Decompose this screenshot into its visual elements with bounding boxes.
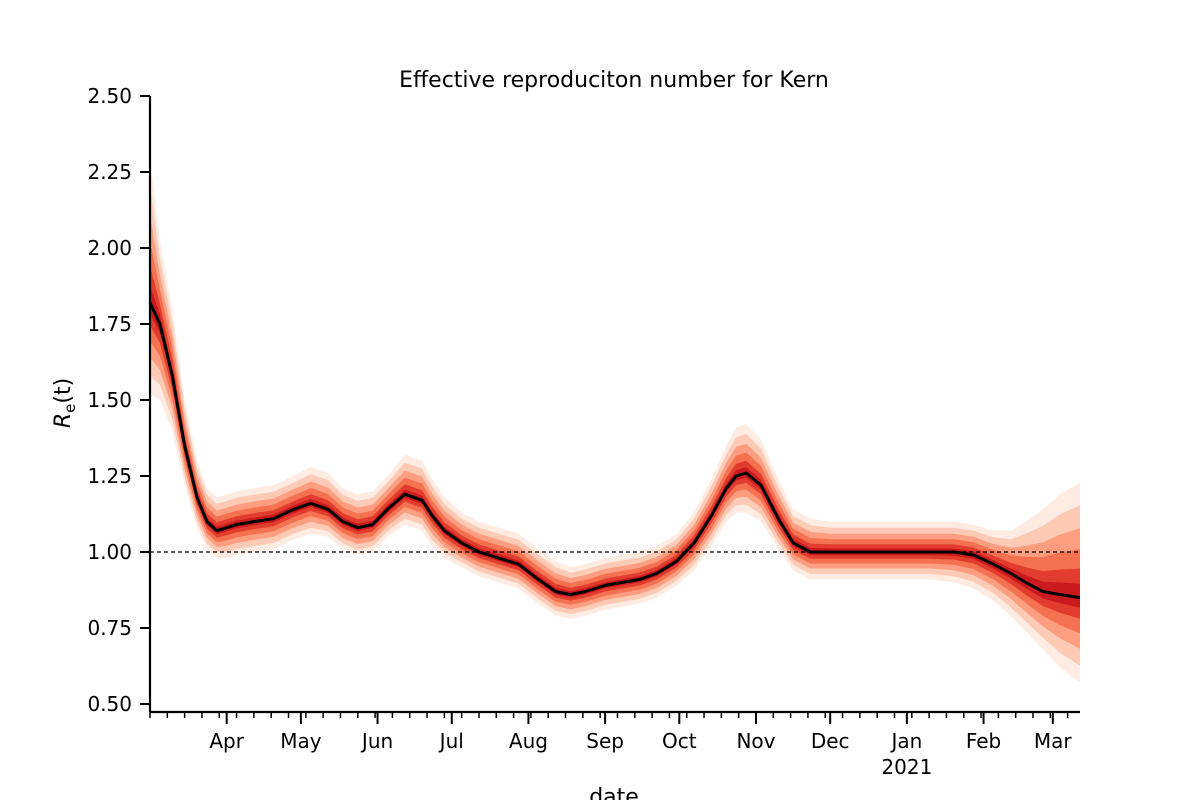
- x-tick-label-nov: Nov: [736, 729, 775, 753]
- x-axis-label: date: [589, 785, 639, 800]
- x-tick-label-apr: Apr: [209, 729, 244, 753]
- chart-title: Effective reproduciton number for Kern: [399, 68, 829, 93]
- band-level-0: [150, 156, 1080, 683]
- y-tick-label: 1.00: [87, 540, 132, 564]
- y-tick-label: 2.25: [87, 160, 132, 184]
- y-ticks: 0.50 0.75 1.00 1.25 1.50 1.75 2.00 2.25 2.50: [87, 84, 150, 716]
- y-axis-label: Re(t): [51, 378, 79, 428]
- x-tick-label-may: May: [280, 729, 322, 753]
- x-tick-label-oct: Oct: [662, 729, 697, 753]
- x-tick-label-jul: Jul: [438, 729, 464, 753]
- y-tick-label: 0.50: [87, 692, 132, 716]
- x-ticks: Apr May Jun Jul Aug Sep Oct Nov Dec Jan Feb Mar 2021: [149, 712, 1073, 779]
- y-tick-label: 2.00: [87, 236, 132, 260]
- x-tick-label-mar: Mar: [1034, 729, 1073, 753]
- x-tick-label-sep: Sep: [586, 729, 624, 753]
- y-tick-label: 1.25: [87, 464, 132, 488]
- x-tick-label-aug: Aug: [509, 729, 548, 753]
- x-year-label: 2021: [881, 755, 932, 779]
- x-tick-label-dec: Dec: [811, 729, 850, 753]
- y-tick-label: 1.75: [87, 312, 132, 336]
- y-tick-label: 2.50: [87, 84, 132, 108]
- x-tick-label-feb: Feb: [966, 729, 1001, 753]
- y-tick-label: 1.50: [87, 388, 132, 412]
- y-tick-label: 0.75: [87, 616, 132, 640]
- x-tick-label-jun: Jun: [360, 729, 393, 753]
- median-line: [148, 302, 1081, 600]
- x-tick-label-jan: Jan: [889, 729, 922, 753]
- credible-interval-bands: [150, 156, 1080, 683]
